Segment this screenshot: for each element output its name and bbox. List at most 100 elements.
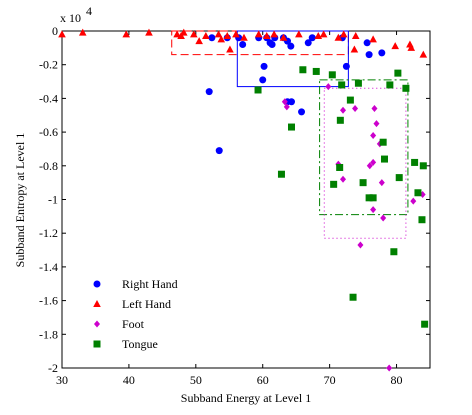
point <box>357 241 364 249</box>
point <box>287 98 295 106</box>
point <box>419 162 427 170</box>
point <box>421 320 429 328</box>
point <box>78 28 87 36</box>
point <box>340 106 347 114</box>
point <box>386 81 394 89</box>
y-tick-label: -1.8 <box>39 327 58 341</box>
point <box>352 105 359 113</box>
y-tick-label: -1.6 <box>39 294 58 308</box>
point <box>254 30 263 38</box>
point <box>414 189 422 197</box>
point <box>279 33 288 41</box>
point <box>270 30 278 38</box>
point <box>365 194 373 202</box>
point <box>407 43 416 51</box>
point <box>378 49 386 57</box>
point <box>295 30 303 38</box>
point <box>260 62 268 70</box>
point <box>195 37 203 45</box>
point <box>330 180 338 188</box>
point <box>190 30 198 38</box>
point <box>339 30 348 38</box>
point <box>380 214 387 222</box>
x-tick-label: 70 <box>324 373 336 387</box>
y-tick-label: -2 <box>48 361 58 375</box>
point <box>370 131 377 139</box>
point <box>58 30 66 38</box>
point <box>410 197 417 205</box>
point <box>283 103 290 111</box>
point <box>145 28 153 36</box>
point <box>239 40 247 48</box>
point <box>325 83 332 91</box>
point <box>298 108 306 116</box>
point <box>394 69 402 77</box>
point <box>390 248 398 256</box>
point <box>223 32 232 40</box>
y-tick-label: -0.2 <box>39 58 58 72</box>
point <box>370 158 377 166</box>
point <box>215 147 223 155</box>
point <box>281 98 288 106</box>
y-scale-exponent: 4 <box>86 4 92 18</box>
point <box>363 39 371 47</box>
point <box>232 30 240 38</box>
point <box>365 51 373 59</box>
point <box>334 33 343 41</box>
y-tick-label: -0.4 <box>39 91 58 105</box>
point <box>366 162 373 170</box>
region-box <box>323 87 407 239</box>
point <box>304 39 312 47</box>
point <box>287 42 295 50</box>
point <box>391 42 400 50</box>
point <box>122 30 131 38</box>
point <box>287 123 295 131</box>
region-box <box>319 79 409 216</box>
point <box>240 33 248 41</box>
point <box>179 28 188 36</box>
point <box>214 30 223 38</box>
legend-label: Tongue <box>122 337 158 351</box>
point <box>359 179 367 187</box>
point <box>419 50 428 58</box>
y-tick-label: 0 <box>52 24 58 38</box>
legend-marker <box>94 320 100 328</box>
y-tick-label: -1 <box>48 193 58 207</box>
point <box>370 206 377 214</box>
x-axis-label: Subband Energy at Level 1 <box>181 391 311 405</box>
point <box>350 45 359 53</box>
point <box>338 81 346 89</box>
legend-label: Foot <box>122 317 145 331</box>
point <box>173 30 181 38</box>
point <box>217 35 226 43</box>
x-tick-label: 60 <box>257 373 269 387</box>
point <box>328 71 336 79</box>
point <box>208 34 216 42</box>
point <box>308 34 316 42</box>
point <box>259 76 267 84</box>
point <box>262 32 271 40</box>
point <box>340 175 347 183</box>
point <box>369 35 377 43</box>
point <box>354 79 362 87</box>
y-tick-label: -0.8 <box>39 159 58 173</box>
point <box>205 88 213 96</box>
point <box>254 86 262 94</box>
point <box>369 194 377 202</box>
point <box>342 62 350 70</box>
point <box>268 40 276 48</box>
y-scale-base: x 10 <box>60 11 81 25</box>
x-tick-label: 30 <box>56 373 68 387</box>
point <box>386 364 393 372</box>
point <box>336 116 344 124</box>
point <box>202 32 210 40</box>
y-tick-label: -1.4 <box>39 260 58 274</box>
point <box>395 174 403 182</box>
legend-marker <box>93 340 101 348</box>
point <box>312 67 320 75</box>
x-tick-label: 50 <box>190 373 202 387</box>
point <box>277 170 285 178</box>
point <box>418 216 426 224</box>
